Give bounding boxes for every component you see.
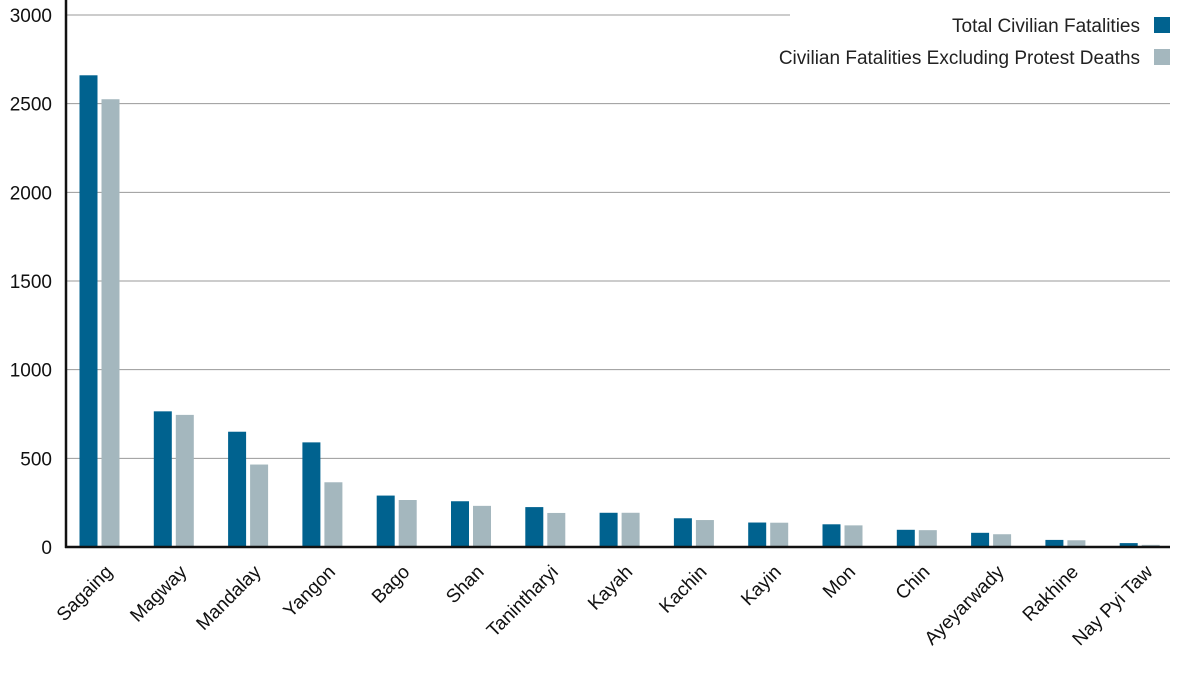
x-tick-label: Bago	[368, 562, 414, 608]
bar-total-tanintharyi	[525, 507, 544, 547]
x-tick-label: Kayin	[737, 562, 785, 610]
bar-excluding-protest-kayah	[621, 512, 640, 547]
legend-label: Civilian Fatalities Excluding Protest De…	[779, 48, 1140, 69]
y-tick-label: 2000	[10, 183, 52, 204]
x-tick-label: Sagaing	[53, 562, 117, 626]
y-tick-labels: 0 500 1000 1500 2000 2500 3000	[10, 6, 52, 559]
bar-excluding-protest-sagaing	[101, 99, 120, 547]
x-tick-label: Tanintharyi	[483, 562, 563, 642]
bar-excluding-protest-tanintharyi	[547, 512, 566, 547]
bar-total-kayah	[599, 512, 618, 547]
x-tick-label: Chin	[892, 562, 934, 604]
legend-label: Total Civilian Fatalities	[952, 16, 1140, 37]
axes	[64, 0, 1170, 549]
x-tick-label: Kayah	[584, 562, 637, 615]
bar-total-mon	[822, 524, 841, 547]
y-tick-label: 0	[41, 538, 52, 559]
bar-excluding-protest-yangon	[324, 482, 343, 547]
x-tick-label: Mon	[819, 562, 860, 603]
bar-total-shan	[451, 501, 469, 547]
bar-excluding-protest-chin	[918, 530, 937, 547]
y-tick-label: 1000	[10, 361, 52, 382]
bar-excluding-protest-shan	[473, 505, 491, 547]
x-tick-label: Rakhine	[1019, 562, 1083, 626]
bar-excluding-protest-rakhine	[1067, 540, 1086, 547]
bar-excluding-protest-magway	[175, 414, 194, 547]
bar-total-bago	[376, 495, 395, 547]
x-tick-label: Mandalay	[193, 561, 266, 634]
bar-excluding-protest-ayeyarwady	[993, 534, 1012, 547]
bar-excluding-protest-bago	[398, 500, 417, 547]
bar-total-kachin	[673, 518, 692, 547]
x-tick-label: Shan	[442, 562, 488, 608]
bar-excluding-protest-kachin	[695, 520, 714, 547]
x-tick-label: Kachin	[655, 562, 711, 618]
y-tick-label: 2500	[10, 95, 52, 116]
bar-excluding-protest-kayin	[770, 522, 789, 547]
grid-lines	[66, 14, 1170, 459]
x-tick-label: Nay Pyi Taw	[1069, 561, 1158, 650]
bar-total-chin	[896, 529, 915, 547]
bar-total-sagaing	[79, 75, 98, 547]
bar-total-magway	[153, 411, 172, 547]
legend-swatch	[1154, 17, 1170, 33]
x-tick-label: Yangon	[280, 562, 340, 622]
bar-total-rakhine	[1045, 539, 1064, 547]
y-tick-label: 3000	[10, 6, 52, 27]
bar-total-mandalay	[228, 431, 247, 547]
x-tick-label: Magway	[126, 561, 191, 626]
bar-total-nay-pyi-taw	[1119, 543, 1138, 547]
bar-total-yangon	[302, 442, 321, 547]
bar-total-kayin	[748, 522, 767, 547]
bar-excluding-protest-mandalay	[250, 464, 269, 547]
bar-total-ayeyarwady	[971, 532, 990, 547]
bar-excluding-protest-mon	[844, 525, 863, 547]
y-tick-label: 500	[20, 449, 52, 470]
y-tick-label: 1500	[10, 272, 52, 293]
legend: Total Civilian Fatalities Civilian Fatali…	[779, 16, 1170, 69]
bars	[79, 75, 1160, 547]
x-tick-labels: Sagaing Magway Mandalay Yangon Bago ShanTanin…	[53, 561, 1158, 650]
legend-swatch	[1154, 49, 1170, 65]
x-tick-label: Ayeyarwady	[921, 561, 1009, 649]
